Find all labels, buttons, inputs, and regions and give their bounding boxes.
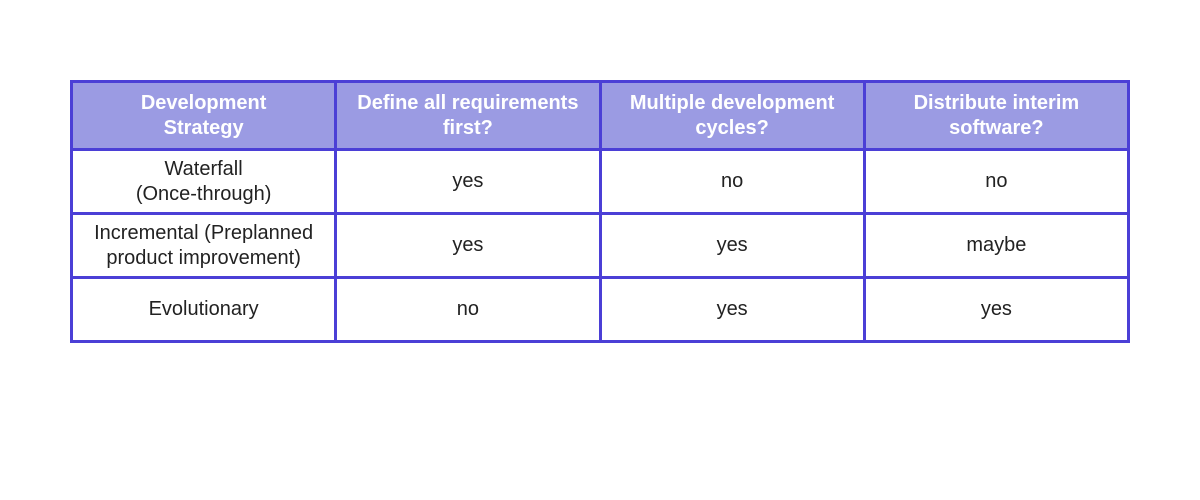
header-text: Distribute interim: [867, 91, 1126, 116]
cell-strategy: Evolutionary: [72, 278, 336, 342]
header-text: software?: [867, 116, 1126, 141]
cell-value: yes: [600, 214, 864, 278]
cell-value: maybe: [864, 214, 1128, 278]
cell-strategy: Incremental (Preplanned product improvem…: [72, 214, 336, 278]
cell-value: yes: [864, 278, 1128, 342]
header-row: Development Strategy Define all requirem…: [72, 82, 1129, 150]
header-text: Define all requirements: [338, 91, 597, 116]
header-cell-strategy: Development Strategy: [72, 82, 336, 150]
header-text: first?: [338, 116, 597, 141]
cell-text: (Once-through): [74, 182, 333, 207]
table-row: Evolutionary no yes yes: [72, 278, 1129, 342]
cell-value: yes: [336, 214, 600, 278]
header-cell-distribute-interim: Distribute interim software?: [864, 82, 1128, 150]
cell-value: no: [600, 150, 864, 214]
cell-text: yes: [603, 297, 862, 322]
header-text: cycles?: [603, 116, 862, 141]
cell-text: maybe: [867, 233, 1126, 258]
header-text: Strategy: [74, 116, 333, 141]
cell-text: yes: [338, 233, 597, 258]
cell-text: yes: [867, 297, 1126, 322]
cell-value: yes: [336, 150, 600, 214]
cell-value: no: [336, 278, 600, 342]
cell-text: yes: [338, 169, 597, 194]
cell-value: yes: [600, 278, 864, 342]
development-strategy-table: Development Strategy Define all requirem…: [70, 80, 1130, 343]
table-row: Incremental (Preplanned product improvem…: [72, 214, 1129, 278]
cell-text: no: [603, 169, 862, 194]
table-container: Development Strategy Define all requirem…: [0, 0, 1200, 343]
cell-text: Incremental (Preplanned: [74, 221, 333, 246]
header-text: Development: [74, 91, 333, 116]
header-cell-define-reqs: Define all requirements first?: [336, 82, 600, 150]
header-cell-multiple-cycles: Multiple development cycles?: [600, 82, 864, 150]
cell-text: no: [867, 169, 1126, 194]
table-row: Waterfall (Once-through) yes no no: [72, 150, 1129, 214]
cell-strategy: Waterfall (Once-through): [72, 150, 336, 214]
cell-text: Evolutionary: [74, 297, 333, 322]
cell-value: no: [864, 150, 1128, 214]
header-text: Multiple development: [603, 91, 862, 116]
cell-text: yes: [603, 233, 862, 258]
cell-text: no: [338, 297, 597, 322]
cell-text: Waterfall: [74, 157, 333, 182]
cell-text: product improvement): [74, 246, 333, 271]
